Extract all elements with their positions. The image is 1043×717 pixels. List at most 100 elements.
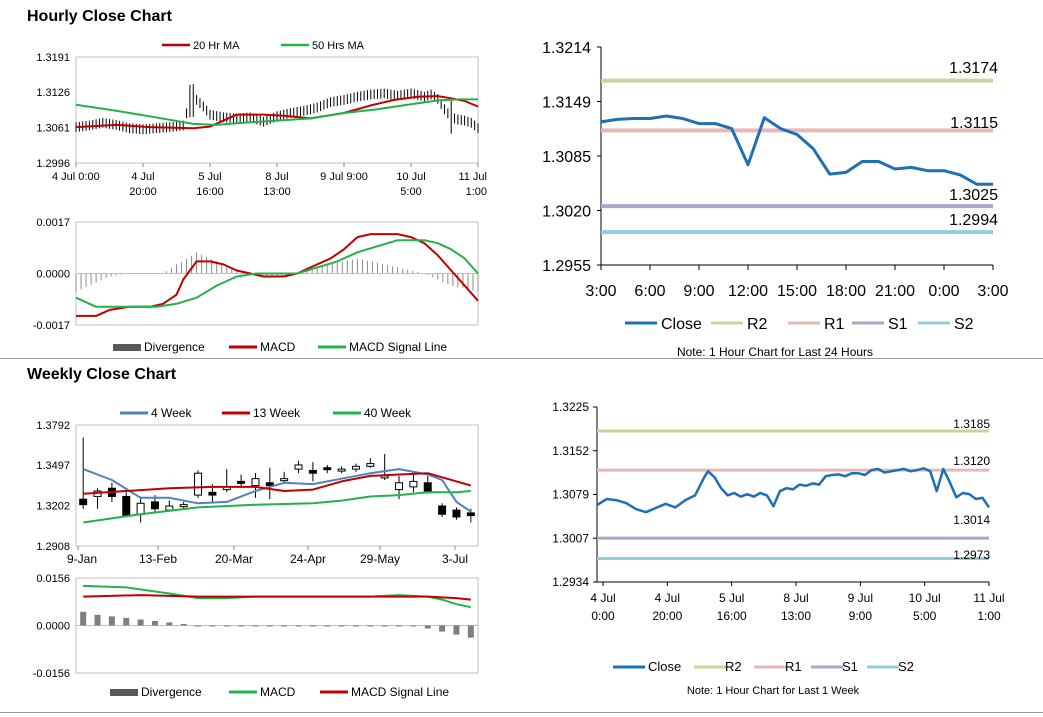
- legend-week1-s2: S2: [898, 659, 914, 674]
- hourly24-y-tick: 1.2955: [542, 258, 591, 275]
- weekly-price-x-tick: 20-Mar: [215, 552, 253, 566]
- weekly-candle-body: [150, 501, 159, 510]
- weekly-candle-body: [466, 512, 475, 517]
- weekly-divergence-bar: [108, 616, 115, 626]
- weekly-price-x-tick: 9-Jan: [67, 552, 97, 566]
- hourly-price-x-tick: 10 Jul: [396, 171, 425, 183]
- hourly24-y-tick: 1.3085: [542, 149, 591, 166]
- weekly-macd-y-tick: -0.0156: [33, 668, 70, 680]
- weekly-candle-body: [452, 509, 461, 518]
- legend-weekly-macd-signal: MACD Signal Line: [351, 685, 449, 699]
- hourly-price-y-tick: 1.3191: [36, 52, 70, 64]
- week1-close-line: [596, 467, 991, 514]
- weekly-candle-body: [423, 482, 432, 492]
- legend-weekly-divergence: Divergence: [141, 685, 202, 699]
- bottom-divider: [0, 712, 1043, 713]
- weekly-candle-body: [194, 472, 203, 496]
- weekly-divergence-bar: [467, 625, 474, 638]
- weekly-price-x-tick: 29-May: [360, 552, 400, 566]
- week1-note: Note: 1 Hour Chart for Last 1 Week: [687, 685, 860, 697]
- hourly24-level-label-r2: 1.3174: [949, 60, 998, 77]
- week1-level-label-r1: 1.3120: [953, 454, 990, 468]
- weekly-section-title: Weekly Close Chart: [27, 366, 177, 383]
- weekly-divergence-bar: [424, 625, 431, 629]
- weekly-candle-body: [323, 467, 332, 471]
- week1-x-tick-line2: 13:00: [781, 609, 811, 623]
- hourly-price-y-tick: 1.3061: [36, 123, 70, 135]
- weekly-price-x-tick: 13-Feb: [139, 552, 177, 566]
- hourly24-x-tick: 21:00: [875, 283, 915, 300]
- week1-x-tick: 8 Jul: [783, 591, 808, 605]
- legend-hourly-divergence-swatch: [113, 344, 141, 351]
- weekly-divergence-bar: [266, 625, 273, 627]
- weekly-candle-body: [337, 468, 346, 472]
- legend-4week: 4 Week: [151, 406, 192, 420]
- section-divider: [0, 358, 1043, 359]
- hourly24-y-tick: 1.3020: [542, 204, 591, 221]
- hourly-price-x-tick: 4 Jul: [131, 171, 154, 183]
- legend-week1-close: Close: [648, 659, 681, 674]
- weekly-4week-line: [82, 468, 472, 513]
- weekly-candle-body: [308, 469, 317, 474]
- weekly-price-y-tick: 1.3792: [36, 420, 70, 432]
- legend-hourly24-r2: R2: [747, 316, 768, 333]
- legend-hourly24-s2: S2: [954, 316, 974, 333]
- weekly-price-y-tick: 1.3202: [36, 501, 70, 513]
- week1-x-tick: 9 Jul: [848, 591, 873, 605]
- hourly-macd-signal-line: [75, 239, 479, 308]
- weekly-divergence-bar: [252, 625, 259, 627]
- weekly-divergence-bar: [295, 625, 302, 627]
- hourly24-x-tick: 15:00: [777, 283, 817, 300]
- hourly-macd-y-tick: 0.0017: [36, 217, 70, 229]
- weekly-candle-body: [366, 463, 375, 467]
- weekly-candle-body: [79, 498, 88, 506]
- weekly-candle-body: [351, 465, 360, 470]
- weekly-candle-body: [122, 495, 131, 517]
- weekly-candle-body: [136, 502, 145, 515]
- weekly-divergence-bar: [180, 623, 187, 626]
- legend-hourly24-s1: S1: [888, 316, 908, 333]
- hourly-price-x-tick: 4 Jul 0:00: [52, 171, 100, 183]
- legend-40week: 40 Week: [364, 406, 412, 420]
- week1-level-label-s2: 1.2973: [953, 548, 990, 562]
- hourly24-close-line: [600, 114, 993, 186]
- weekly-divergence-bar: [324, 625, 331, 627]
- week1-x-tick: 5 Jul: [719, 591, 744, 605]
- weekly-40week-line: [83, 490, 471, 524]
- week1-x-tick: 4 Jul: [655, 591, 680, 605]
- weekly-candle-body: [251, 478, 260, 486]
- weekly-macd-y-tick: 0.0000: [36, 620, 70, 632]
- weekly-price-x-tick: 24-Apr: [290, 552, 326, 566]
- hourly24-x-tick: 6:00: [634, 283, 665, 300]
- weekly-candle-body: [179, 504, 188, 508]
- weekly-divergence-bar: [123, 617, 130, 626]
- hourly24-y-tick: 1.3149: [542, 95, 591, 112]
- weekly-divergence-bar: [94, 614, 101, 626]
- weekly-price-x-tick: 3-Jul: [442, 552, 468, 566]
- weekly-divergence-bar: [396, 625, 403, 627]
- weekly-macd-y-tick: 0.0156: [36, 573, 70, 585]
- weekly-price-plot-frame: [75, 424, 479, 547]
- weekly-candle-body: [294, 464, 303, 470]
- legend-hourly24-close: Close: [661, 316, 702, 333]
- hourly24-x-tick: 18:00: [826, 283, 866, 300]
- week1-x-tick-line2: 9:00: [849, 609, 873, 623]
- hourly-ma50-line: [75, 98, 478, 126]
- weekly-divergence-bar: [338, 625, 345, 627]
- weekly-divergence-bar: [439, 625, 446, 632]
- weekly-divergence-bar: [223, 625, 230, 627]
- weekly-candle-body: [395, 482, 404, 491]
- week1-x-tick-line2: 1:00: [977, 609, 1001, 623]
- hourly-price-x-tick-line2: 13:00: [263, 186, 291, 198]
- hourly-macd-y-tick: -0.0017: [33, 320, 70, 332]
- week1-y-tick: 1.2934: [552, 575, 589, 589]
- weekly-divergence-bar: [410, 625, 417, 627]
- weekly-divergence-bar: [309, 625, 316, 627]
- hourly24-x-tick: 0:00: [928, 283, 959, 300]
- legend-weekly-divergence-swatch: [110, 689, 138, 696]
- weekly-divergence-bar: [238, 625, 245, 627]
- weekly-divergence-bar: [367, 625, 374, 627]
- hourly-price-x-tick: 8 Jul: [265, 171, 288, 183]
- legend-weekly-macd: MACD: [260, 685, 296, 699]
- weekly-divergence-bar: [209, 625, 216, 627]
